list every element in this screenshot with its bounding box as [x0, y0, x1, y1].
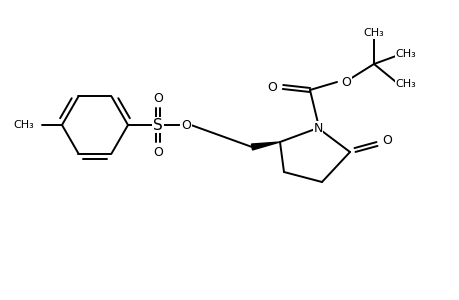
Text: N: N: [313, 122, 322, 134]
Text: O: O: [381, 134, 391, 146]
Text: CH₃: CH₃: [395, 79, 415, 89]
Text: O: O: [181, 118, 190, 131]
Text: CH₃: CH₃: [363, 28, 384, 38]
Text: O: O: [340, 76, 350, 88]
Polygon shape: [251, 142, 280, 150]
Text: S: S: [153, 118, 162, 133]
Text: CH₃: CH₃: [13, 120, 34, 130]
Text: O: O: [267, 80, 276, 94]
Text: O: O: [153, 146, 162, 158]
Text: O: O: [153, 92, 162, 104]
Text: CH₃: CH₃: [395, 49, 415, 59]
